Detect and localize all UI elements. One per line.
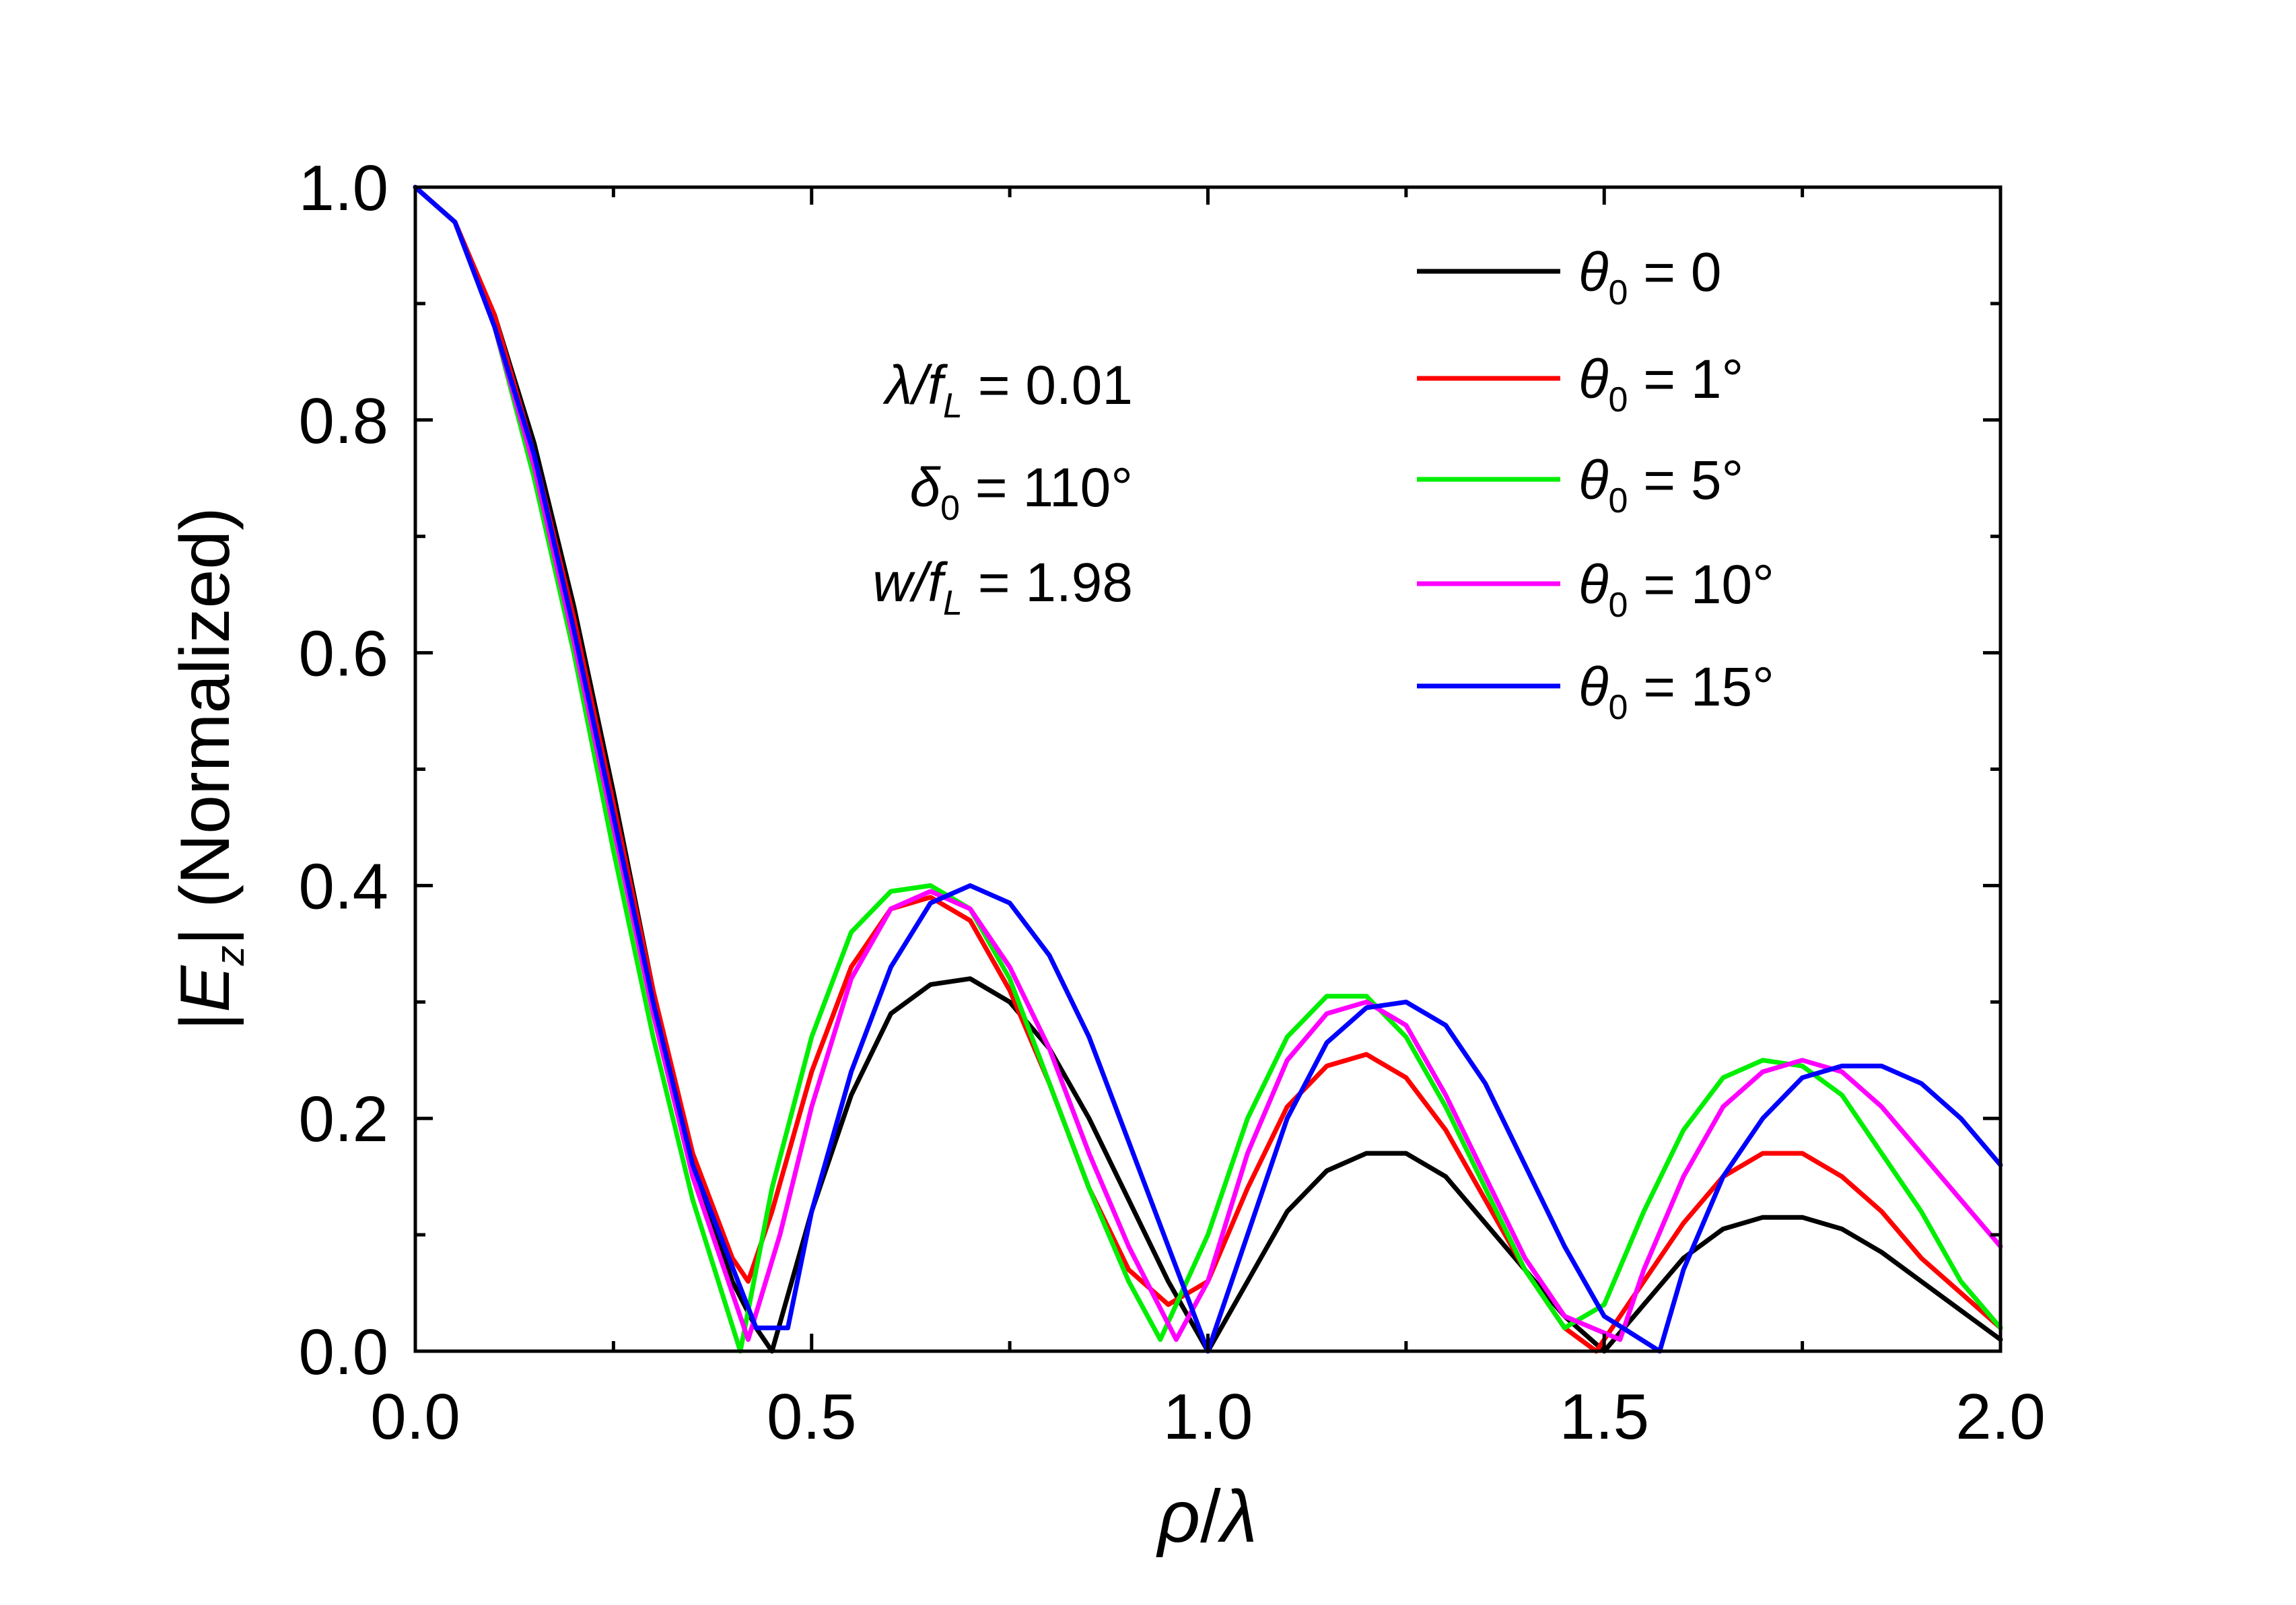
legend-label-theta-10-text: = 10° — [1628, 554, 1774, 615]
y-axis-label: |Ez| (Normalized) — [166, 507, 252, 1031]
x-axis-label-den: λ — [1218, 1475, 1257, 1558]
series-line-0 — [413, 184, 2003, 1354]
legend-label-theta-1-var: θ — [1578, 349, 1608, 410]
annotation-lambda-fl-var: λ/f — [882, 355, 948, 416]
annotation-lambda-fl-sub: L — [943, 386, 963, 425]
y-axis-label-sub: z — [207, 945, 252, 966]
legend-label-theta-1-sub: 0 — [1608, 380, 1628, 419]
y-tick-label: 0.8 — [299, 385, 388, 457]
legend-label-theta-15: θ0 = 15° — [1578, 656, 1774, 727]
legend-label-theta-0: θ0 = 0 — [1578, 242, 1721, 312]
annotation-delta0-text: = 110° — [960, 457, 1133, 518]
legend-label-theta-1: θ0 = 1° — [1578, 349, 1743, 419]
y-axis-label-var: E — [166, 965, 244, 1013]
legend-label-theta-5-text: = 5° — [1628, 450, 1743, 511]
x-axis-label-sep: / — [1200, 1475, 1221, 1558]
y-tick-label: 0.6 — [299, 618, 388, 690]
x-tick-label: 2.0 — [1955, 1381, 2045, 1453]
x-tick-label: 0.5 — [767, 1381, 856, 1453]
legend-label-theta-0-text: = 0 — [1628, 242, 1721, 303]
x-axis-label: ρ/λ — [1156, 1475, 1257, 1558]
series-line-1 — [413, 184, 2003, 1354]
legend-label-theta-1-text: = 1° — [1628, 349, 1743, 410]
annotation-w-fl-text: = 1.98 — [963, 552, 1133, 613]
legend-label-theta-5-sub: 0 — [1608, 481, 1628, 520]
y-tick-label: 0.4 — [299, 850, 388, 922]
ticks-layer — [413, 185, 2003, 1353]
labels-layer: 0.0 0.5 1.0 1.5 2.0 0.0 0.2 0.4 0.6 0.8 1.0 — [299, 152, 2046, 1453]
legend-label-theta-5-var: θ — [1578, 450, 1608, 511]
series-line-4 — [413, 184, 2003, 1354]
legend-label-theta-10: θ0 = 10° — [1578, 554, 1774, 625]
legend-label-theta-15-var: θ — [1578, 656, 1608, 718]
y-axis-label-open: | — [166, 1013, 244, 1031]
annotation-w-fl-var: w/f — [872, 552, 948, 613]
legend-label-theta-15-text: = 15° — [1628, 656, 1774, 718]
plot-frame — [413, 185, 2003, 1353]
annotation-lambda-fl-text: = 0.01 — [963, 355, 1133, 416]
x-tick-label: 0.0 — [370, 1381, 460, 1453]
y-axis-label-close: | (Normalized) — [166, 507, 244, 945]
legend-label-theta-15-sub: 0 — [1608, 688, 1628, 727]
annotation-w-fl: w/fL = 1.98 — [872, 552, 1133, 623]
x-axis-label-var: ρ — [1156, 1475, 1200, 1558]
x-tick-label: 1.5 — [1560, 1381, 1649, 1453]
legend-label-theta-0-var: θ — [1578, 242, 1608, 303]
legend-label-theta-10-var: θ — [1578, 554, 1608, 615]
legend-label-theta-5: θ0 = 5° — [1578, 450, 1743, 520]
annotation-lambda-fl: λ/fL = 0.01 — [882, 355, 1133, 425]
legend-label-theta-10-sub: 0 — [1608, 586, 1628, 625]
x-tick-label: 1.0 — [1163, 1381, 1253, 1453]
legend: θ0 = 0 θ0 = 1° θ0 = 5° θ0 = 10° θ0 = 15° — [1417, 242, 1774, 727]
annotation-delta0: δ0 = 110° — [910, 457, 1133, 528]
y-tick-label: 1.0 — [299, 152, 388, 224]
annotation-delta0-var: δ — [910, 457, 942, 518]
y-tick-label: 0.2 — [299, 1083, 388, 1155]
annotation-w-fl-sub: L — [943, 584, 963, 623]
series-layer — [413, 184, 2003, 1354]
y-tick-label: 0.0 — [299, 1316, 388, 1388]
series-line-2 — [413, 184, 2003, 1354]
series-line-3 — [413, 184, 2003, 1342]
legend-label-theta-0-sub: 0 — [1608, 273, 1628, 312]
annotation-delta0-sub: 0 — [940, 489, 960, 528]
